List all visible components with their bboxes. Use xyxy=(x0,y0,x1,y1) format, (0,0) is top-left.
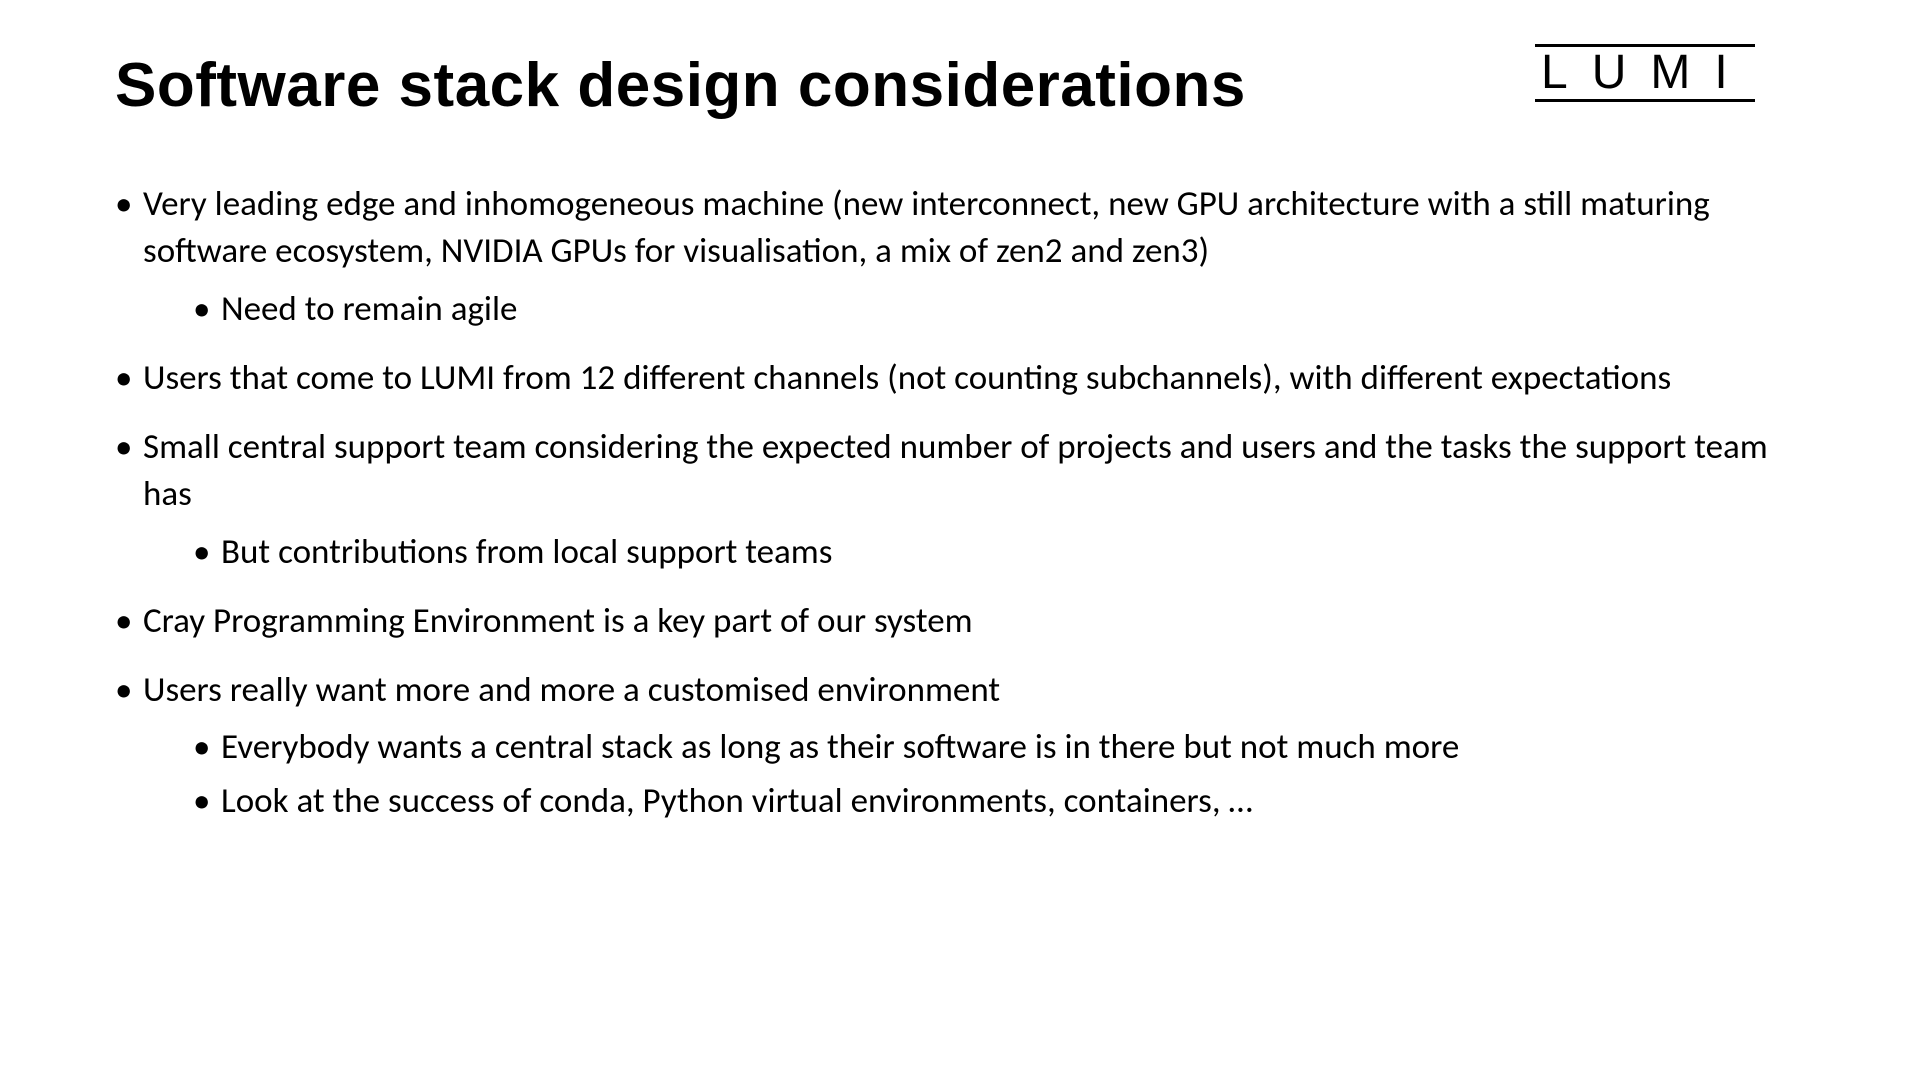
sub-bullet-text: But contributions from local support tea… xyxy=(221,531,832,573)
bullet-item: Cray Programming Environment is a key pa… xyxy=(115,598,1805,645)
sub-bullet-item: Everybody wants a central stack as long … xyxy=(193,724,1805,771)
bullet-text: Small central support team considering t… xyxy=(143,426,1768,515)
sub-bullet-text: Look at the success of conda, Python vir… xyxy=(221,780,1253,822)
logo-text: LUMI xyxy=(1541,49,1755,97)
sub-bullet-list: But contributions from local support tea… xyxy=(143,529,1805,576)
bullet-item: Small central support team considering t… xyxy=(115,424,1805,576)
bullet-text: Very leading edge and inhomogeneous mach… xyxy=(143,183,1710,272)
sub-bullet-item: Look at the success of conda, Python vir… xyxy=(193,778,1805,825)
bullet-text: Cray Programming Environment is a key pa… xyxy=(143,600,973,642)
bullet-item: Users really want more and more a custom… xyxy=(115,667,1805,825)
sub-bullet-item: Need to remain agile xyxy=(193,286,1805,333)
bullet-item: Users that come to LUMI from 12 differen… xyxy=(115,355,1805,402)
sub-bullet-text: Need to remain agile xyxy=(221,288,517,330)
sub-bullet-list: Need to remain agile xyxy=(143,286,1805,333)
slide-title: Software stack design considerations xyxy=(115,50,1246,121)
sub-bullet-item: But contributions from local support tea… xyxy=(193,529,1805,576)
bullet-text: Users that come to LUMI from 12 differen… xyxy=(143,357,1671,399)
slide-header: Software stack design considerations LUM… xyxy=(0,0,1920,121)
bullet-text: Users really want more and more a custom… xyxy=(143,669,1000,711)
bullet-list: Very leading edge and inhomogeneous mach… xyxy=(115,181,1805,825)
lumi-logo: LUMI xyxy=(1541,44,1755,102)
slide-content: Very leading edge and inhomogeneous mach… xyxy=(0,121,1920,825)
sub-bullet-list: Everybody wants a central stack as long … xyxy=(143,724,1805,825)
logo-underline xyxy=(1535,99,1755,102)
bullet-item: Very leading edge and inhomogeneous mach… xyxy=(115,181,1805,333)
sub-bullet-text: Everybody wants a central stack as long … xyxy=(221,726,1459,768)
